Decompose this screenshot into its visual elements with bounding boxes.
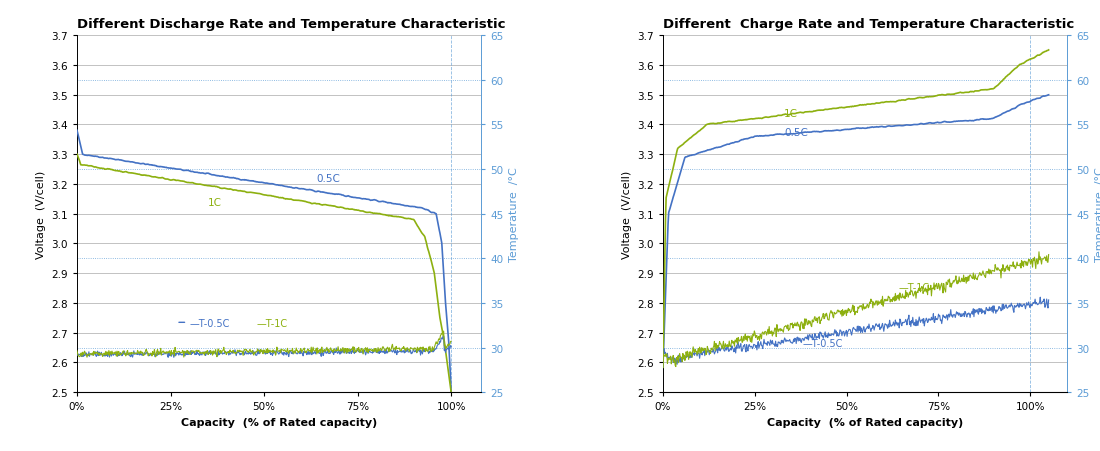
Y-axis label: Voltage  (V/cell): Voltage (V/cell)	[36, 170, 46, 258]
Text: —T-0.5C: —T-0.5C	[189, 318, 230, 328]
X-axis label: Capacity  (% of Rated capacity): Capacity (% of Rated capacity)	[180, 417, 377, 427]
Text: 0.5C: 0.5C	[317, 174, 340, 184]
Text: Different  Charge Rate and Temperature Characteristic: Different Charge Rate and Temperature Ch…	[663, 18, 1075, 31]
Text: —T-0.5C: —T-0.5C	[803, 338, 843, 348]
Text: —T-1C: —T-1C	[898, 282, 929, 292]
Y-axis label: Voltage  (V/cell): Voltage (V/cell)	[621, 170, 631, 258]
Text: —T-1C: —T-1C	[256, 318, 288, 328]
Y-axis label: Temperature  /°C: Temperature /°C	[509, 167, 519, 262]
Text: 1C: 1C	[784, 108, 799, 118]
X-axis label: Capacity  (% of Rated capacity): Capacity (% of Rated capacity)	[767, 417, 964, 427]
Text: 0.5C: 0.5C	[784, 128, 808, 138]
Text: Different Discharge Rate and Temperature Characteristic: Different Discharge Rate and Temperature…	[77, 18, 506, 31]
Text: 1C: 1C	[208, 198, 222, 207]
Y-axis label: Temperature  /°C: Temperature /°C	[1094, 167, 1100, 262]
